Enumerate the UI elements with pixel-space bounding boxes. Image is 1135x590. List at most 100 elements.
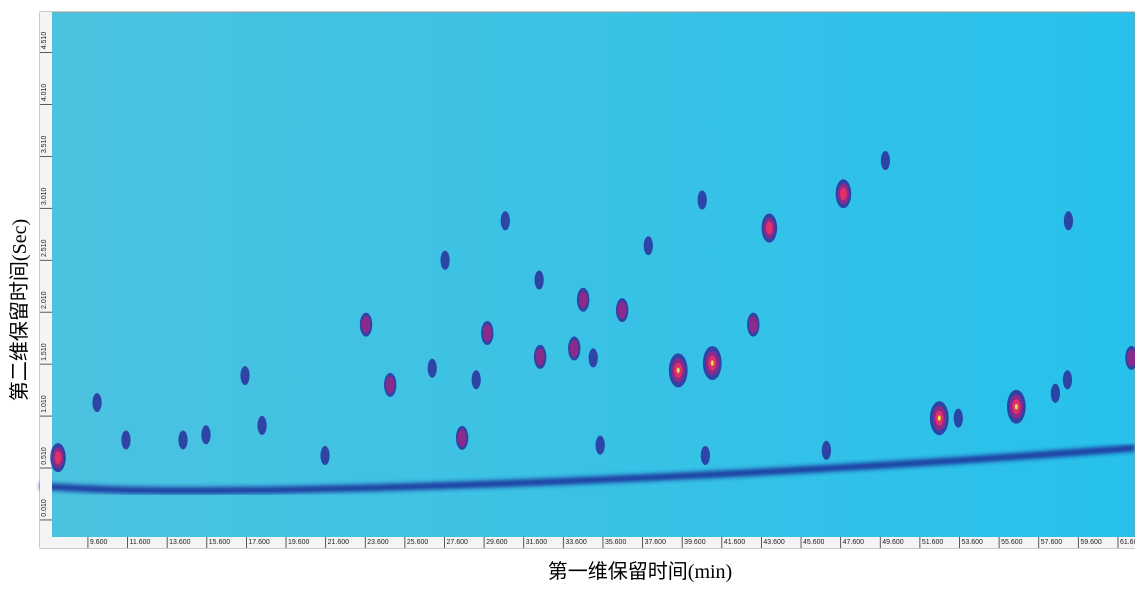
peak (384, 372, 397, 397)
x-tick-label: 27.600 (446, 539, 468, 546)
peak-contour (440, 250, 450, 270)
x-tick-label: 29.600 (486, 539, 508, 546)
peak-contour (700, 446, 710, 466)
peak (359, 312, 373, 337)
y-tick-label: 0.010 (41, 499, 48, 517)
x-tick-label: 21.600 (328, 539, 350, 546)
peak-contour (578, 291, 588, 309)
peak-contour (937, 415, 941, 421)
peak-contour (821, 440, 831, 460)
x-tick-label: 11.600 (130, 539, 151, 546)
peak-contour (569, 339, 579, 358)
x-tick-label: 55.600 (1001, 539, 1023, 546)
peak (440, 250, 450, 270)
peak (121, 430, 131, 450)
peak (320, 446, 330, 466)
peak-contour (1126, 349, 1135, 367)
y-axis-label: 第二维保留时间(Sec) (8, 219, 31, 401)
peak-contour (178, 430, 188, 450)
peak (500, 211, 510, 231)
peak-contour (1062, 370, 1073, 390)
x-tick-label: 19.600 (288, 539, 310, 546)
y-tick-label: 0.510 (41, 447, 48, 465)
x-tick-label: 39.600 (684, 539, 706, 546)
y-tick-label: 4.010 (41, 84, 48, 102)
y-tick-label: 3.010 (41, 187, 48, 205)
x-tick-label: 35.600 (605, 539, 627, 546)
peak (821, 440, 831, 460)
peak-contour (500, 211, 510, 231)
peak (1125, 345, 1135, 370)
peak-contour (320, 446, 330, 466)
x-axis-label: 第一维保留时间(min) (548, 560, 732, 583)
y-ruler (40, 12, 52, 537)
peak (588, 348, 598, 368)
peak-contour (748, 316, 758, 334)
peak-contour (201, 425, 211, 445)
y-tick-label: 1.510 (41, 343, 48, 361)
peak-contour (697, 190, 707, 210)
peak-contour (953, 408, 963, 428)
peak-contour (710, 360, 714, 366)
peak-contour (427, 358, 437, 378)
peak (481, 320, 494, 345)
peak-contour (617, 301, 627, 319)
peak (533, 344, 547, 369)
x-tick-label: 41.600 (724, 539, 746, 546)
peak (178, 430, 188, 450)
y-tick-label: 1.010 (41, 395, 48, 413)
peak (595, 435, 605, 455)
peak-contour (839, 187, 847, 201)
peak (50, 443, 66, 473)
x-ruler (40, 537, 1135, 548)
x-tick-label: 25.600 (407, 539, 429, 546)
peak (534, 270, 544, 290)
peak-contour (257, 415, 267, 435)
peak (1062, 370, 1073, 390)
peak (700, 446, 710, 466)
x-tick-label: 33.600 (565, 539, 587, 546)
peak-contour (1014, 404, 1018, 410)
x-tick-label: 13.600 (169, 539, 191, 546)
peak-contour (595, 435, 605, 455)
peak-contour (482, 324, 492, 342)
x-tick-label: 45.600 (803, 539, 825, 546)
peak (668, 353, 688, 388)
y-tick-label: 2.010 (41, 291, 48, 309)
peak (643, 236, 653, 256)
x-tick-label: 9.600 (90, 539, 108, 546)
peak (201, 425, 211, 445)
peak (240, 366, 250, 386)
peak (576, 287, 590, 312)
peak (455, 425, 469, 450)
peak-contour (765, 221, 773, 235)
peak-contour (1063, 211, 1074, 231)
x-tick-label: 49.600 (882, 539, 904, 546)
peak-contour (643, 236, 653, 256)
peak-contour (588, 348, 598, 368)
x-tick-label: 17.600 (248, 539, 270, 546)
peak-contour (121, 430, 131, 450)
peak-contour (361, 316, 371, 334)
peak (880, 151, 891, 171)
x-tick-label: 51.600 (922, 539, 944, 546)
peak-contour (54, 451, 62, 465)
x-tick-label: 23.600 (367, 539, 389, 546)
peak-contour (534, 270, 544, 290)
peak (1063, 211, 1074, 231)
y-tick-label: 2.510 (41, 239, 48, 257)
peak-contour (880, 151, 891, 171)
peak (471, 370, 481, 390)
peak (702, 346, 722, 381)
peak-contour (457, 429, 467, 447)
peak (257, 415, 267, 435)
plot-area (39, 11, 1135, 549)
peak-contour (92, 393, 102, 413)
x-tick-label: 61.600 (1120, 539, 1135, 546)
peak-contour (385, 376, 395, 394)
x-tick-label: 15.600 (209, 539, 231, 546)
peak-contour (471, 370, 481, 390)
peak (929, 401, 949, 436)
peak (427, 358, 437, 378)
